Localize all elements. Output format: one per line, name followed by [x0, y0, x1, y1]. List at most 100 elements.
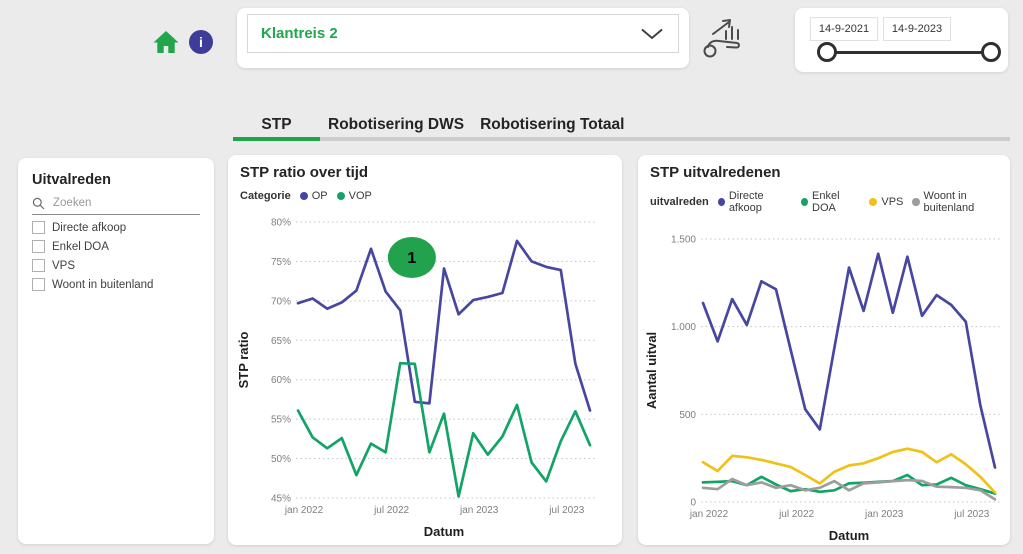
x-axis-title: Datum	[829, 528, 869, 543]
checkbox[interactable]	[32, 259, 45, 272]
tab-divider-line	[320, 137, 1010, 141]
y-tick-label: 80%	[271, 218, 291, 229]
x-tick-label: jan 2022	[689, 509, 729, 520]
legend-title: uitvalreden	[650, 196, 709, 208]
chart-title: STP uitvalredenen	[650, 164, 781, 181]
legend-item-op[interactable]: OP	[299, 190, 328, 202]
end-date-value: 14-9-2023	[891, 23, 943, 35]
filter-option-row[interactable]: VPS	[32, 259, 200, 272]
legend-item-directe-afkoop[interactable]: Directe afkoop	[717, 190, 792, 214]
y-tick-label: 500	[679, 410, 696, 421]
date-slider-handle-end[interactable]	[981, 42, 1001, 62]
y-tick-label: 60%	[271, 375, 291, 386]
legend-item-woont-in-buitenland[interactable]: Woont in buitenland	[912, 190, 1010, 214]
legend-label: VOP	[348, 190, 372, 202]
x-tick-label: jan 2023	[459, 505, 499, 516]
filter-option-row[interactable]: Directe afkoop	[32, 221, 200, 234]
report-selector-value: Klantreis 2	[261, 25, 338, 42]
legend-item-vop[interactable]: VOP	[336, 190, 372, 202]
y-tick-label: 45%	[271, 494, 291, 505]
chart-legend: Categorie OP VOP	[240, 190, 372, 202]
y-tick-label: 1.500	[671, 235, 696, 246]
legend-item-vps[interactable]: VPS	[869, 196, 903, 208]
annotation-number: 1	[407, 250, 416, 267]
filter-option-row[interactable]: Enkel DOA	[32, 240, 200, 253]
checkbox[interactable]	[32, 240, 45, 253]
page-tabs: STP Robotisering DWS Robotisering Totaal	[233, 106, 624, 134]
legend-dot	[336, 192, 345, 200]
line-series-vop	[296, 361, 592, 498]
filter-option-row[interactable]: Woont in buitenland	[32, 278, 200, 291]
filter-panel: Uitvalreden Directe afkoop Enkel DOA VPS Wo…	[18, 158, 214, 544]
legend-label: Directe afkoop	[728, 190, 764, 214]
filter-search	[32, 196, 200, 215]
search-icon	[32, 197, 45, 209]
line-series-directe-afkoop	[701, 252, 997, 469]
legend-dot	[800, 198, 809, 206]
x-tick-label: jan 2023	[864, 509, 904, 520]
x-tick-label: jul 2022	[373, 505, 409, 516]
date-slider-handle-start[interactable]	[817, 42, 837, 62]
tab-robotisering-totaal[interactable]: Robotisering Totaal	[480, 116, 625, 133]
info-icon: i	[199, 34, 203, 50]
checkbox[interactable]	[32, 278, 45, 291]
legend-dot	[912, 198, 920, 206]
filter-panel-title: Uitvalreden	[32, 172, 111, 188]
annotation-circle	[387, 236, 436, 278]
home-icon	[153, 31, 179, 53]
line-series-woont-in-buitenland	[701, 477, 997, 501]
line-series-enkel-doa	[701, 473, 997, 495]
active-tab-indicator	[233, 137, 320, 141]
y-tick-label: 50%	[271, 454, 291, 465]
filter-option-label: VPS	[52, 259, 76, 272]
filter-option-label: Directe afkoop	[52, 221, 127, 234]
y-tick-label: 0	[690, 498, 696, 509]
filter-options-list: Directe afkoop Enkel DOA VPS Woont in buite…	[32, 221, 200, 291]
x-tick-label: jul 2023	[953, 509, 989, 520]
y-tick-label: 55%	[271, 415, 291, 426]
tab-robotisering-dws[interactable]: Robotisering DWS	[328, 116, 465, 133]
y-axis-title: STP ratio	[236, 332, 251, 389]
date-slider-track	[827, 51, 991, 54]
chart-title: STP ratio over tijd	[240, 164, 369, 181]
hand-holding-chart-icon	[703, 19, 740, 58]
x-tick-label: jul 2023	[548, 505, 584, 516]
legend-label: Woont in buitenland	[923, 190, 975, 214]
legend-label: VPS	[881, 196, 904, 208]
end-date-input[interactable]: 14-9-2023	[883, 17, 951, 41]
legend-label: Enkel DOA	[812, 190, 840, 214]
filter-option-label: Enkel DOA	[52, 240, 109, 253]
y-tick-label: 70%	[271, 296, 291, 307]
x-tick-label: jan 2022	[284, 505, 324, 516]
chevron-down-icon	[641, 28, 663, 39]
x-axis-title: Datum	[424, 524, 464, 539]
checkbox[interactable]	[32, 221, 45, 234]
legend-item-enkel-doa[interactable]: Enkel DOA	[800, 190, 860, 214]
start-date-input[interactable]: 14-9-2021	[810, 17, 878, 41]
legend-label: OP	[311, 190, 328, 202]
legend-dot	[717, 198, 725, 206]
y-tick-label: 75%	[271, 257, 291, 268]
legend-dot	[869, 198, 878, 206]
legend-dot	[299, 192, 308, 200]
filter-option-label: Woont in buitenland	[52, 278, 154, 291]
line-series-op	[296, 239, 592, 412]
tab-stp[interactable]: STP	[261, 116, 292, 133]
report-selector-card: Klantreis 2	[237, 8, 689, 68]
report-selector-dropdown[interactable]: Klantreis 2	[247, 14, 679, 53]
y-tick-label: 1.000	[671, 322, 696, 333]
start-date-value: 14-9-2021	[818, 23, 870, 35]
line-chart-stp-uitvalredenen: 0 500 1.000 1.500 jan 2022 jul 2022 jan 2023 ju…	[644, 235, 1001, 543]
search-input[interactable]	[51, 196, 175, 210]
line-chart-stp-ratio: 45% 50% 55% 60% 65% 70% 75% 80% jan 2022 jul 2022…	[236, 218, 596, 539]
home-button[interactable]	[152, 29, 180, 55]
chart-card-stp-uitvalredenen: STP uitvalredenen uitvalreden Directe afk…	[638, 155, 1010, 545]
date-range-slicer: 14-9-2021 14-9-2023	[795, 8, 1008, 72]
line-series-vps	[701, 447, 997, 494]
hand-holding-chart-button[interactable]	[698, 14, 752, 62]
chart-card-stp-ratio: STP ratio over tijd Categorie OP VOP 45% 50…	[228, 155, 622, 545]
y-axis-title: Aantal uitval	[644, 332, 659, 409]
legend-title: Categorie	[240, 190, 291, 202]
info-button[interactable]: i	[189, 30, 213, 54]
x-tick-label: jul 2022	[778, 509, 814, 520]
